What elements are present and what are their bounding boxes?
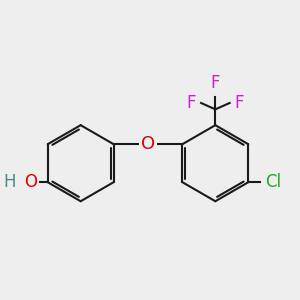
Text: F: F [211,74,220,92]
Text: Cl: Cl [265,173,281,191]
Text: F: F [234,94,244,112]
Text: F: F [187,94,196,112]
Text: H: H [4,173,16,191]
Text: O: O [141,135,155,153]
Text: O: O [24,173,37,191]
